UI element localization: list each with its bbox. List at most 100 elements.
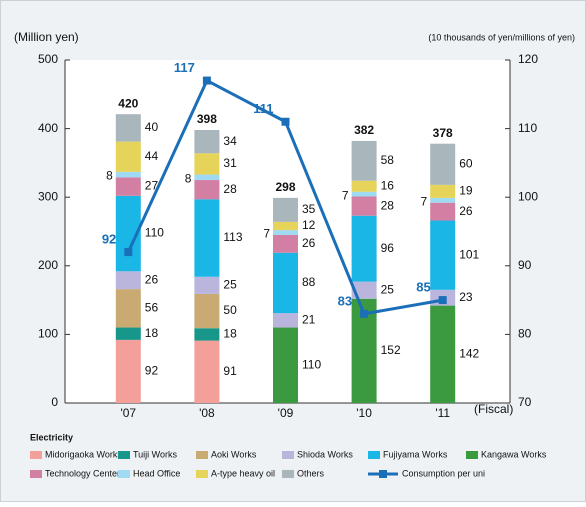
line-label: 83	[338, 293, 352, 308]
legend-swatch	[196, 451, 208, 459]
segment-label: 101	[459, 247, 479, 261]
y2-axis-label: (10 thousands of yen/millions of yen)	[428, 32, 575, 42]
legend-title: Electricity	[30, 432, 73, 442]
segment-label: 91	[223, 364, 237, 378]
line-marker	[124, 248, 133, 257]
total-label: 378	[433, 126, 453, 140]
total-label: 398	[197, 112, 217, 126]
segment-label: 142	[459, 346, 479, 360]
legend-label: Midorigaoka Works	[45, 449, 122, 459]
bar-segment	[351, 191, 377, 197]
legend-label: Technology Center	[45, 468, 120, 478]
y2-tick-label: 110	[518, 121, 537, 135]
segment-label: 113	[223, 230, 242, 244]
segment-label: 8	[106, 169, 113, 183]
y-tick-label: 100	[38, 327, 58, 341]
bar-segment	[430, 197, 456, 203]
legend-label: Shioda Works	[297, 449, 353, 459]
segment-label: 8	[185, 171, 192, 185]
legend-label: Consumption per uni	[402, 468, 485, 478]
y2-tick-label: 70	[518, 395, 532, 409]
line-label: 85	[416, 280, 430, 295]
legend-swatch	[466, 451, 478, 459]
y-tick-label: 0	[51, 395, 58, 409]
legend-label: Head Office	[133, 468, 180, 478]
segment-label: 25	[381, 282, 395, 296]
legend-label: Aoki Works	[211, 449, 257, 459]
segment-label: 26	[145, 272, 159, 286]
bar-segment	[351, 140, 377, 181]
x-axis-label: (Fiscal)	[474, 402, 513, 416]
segment-label: 26	[302, 236, 316, 250]
total-label: 382	[354, 123, 374, 137]
bar-segment	[351, 180, 377, 192]
y-tick-label: 500	[38, 52, 58, 66]
bar-segment	[194, 180, 220, 200]
legend-swatch	[118, 470, 130, 478]
bar-segment	[351, 196, 377, 216]
bar-segment	[115, 327, 141, 340]
legend-swatch	[118, 451, 130, 459]
y2-tick-label: 90	[518, 258, 532, 272]
segment-label: 96	[381, 241, 395, 255]
line-marker	[360, 309, 369, 318]
bar-segment	[430, 220, 456, 290]
bar-segment	[273, 327, 298, 403]
legend-swatch	[282, 470, 294, 478]
segment-label: 60	[459, 156, 473, 170]
y2-tick-label: 100	[518, 189, 538, 203]
line-label: 117	[174, 60, 195, 75]
segment-label: 110	[145, 226, 164, 240]
bar-segment	[194, 276, 220, 294]
segment-label: 26	[459, 204, 473, 218]
segment-label: 7	[263, 227, 270, 241]
segment-label: 50	[223, 303, 237, 317]
legend-swatch	[30, 470, 42, 478]
segment-label: 110	[302, 357, 321, 371]
segment-label: 23	[459, 290, 473, 304]
segment-label: 44	[145, 149, 159, 163]
bar-segment	[115, 289, 141, 328]
line-label: 92	[102, 232, 116, 247]
bar-segment	[430, 143, 456, 185]
y-tick-label: 200	[38, 258, 58, 272]
x-tick-label: '09	[278, 406, 294, 420]
bar-segment	[273, 221, 298, 231]
line-label: 111	[253, 101, 273, 116]
bar-segment	[273, 234, 298, 253]
segment-label: 31	[223, 156, 237, 170]
total-label: 420	[118, 96, 138, 110]
bar-segment	[194, 328, 220, 341]
x-tick-label: '07	[120, 406, 136, 420]
bar-segment	[351, 281, 377, 299]
segment-label: 21	[302, 313, 316, 327]
bar-segment	[273, 313, 298, 328]
bar-segment	[194, 340, 220, 403]
segment-label: 7	[342, 188, 349, 202]
segment-label: 28	[381, 198, 395, 212]
segment-label: 58	[381, 153, 395, 167]
segment-label: 25	[223, 278, 237, 292]
bar-segment	[430, 184, 456, 198]
bar-segment	[115, 141, 141, 172]
line-marker	[438, 296, 447, 305]
segment-label: 56	[145, 301, 159, 315]
bar-segment	[194, 174, 220, 181]
y-tick-label: 400	[38, 121, 58, 135]
segment-label: 88	[302, 275, 316, 289]
bar-segment	[194, 153, 220, 175]
bar-segment	[194, 129, 220, 154]
bar-segment	[115, 114, 141, 142]
legend-label: Fujiyama Works	[383, 449, 448, 459]
legend-marker	[379, 470, 387, 478]
y2-tick-label: 120	[518, 52, 538, 66]
segment-label: 92	[145, 364, 159, 378]
segment-label: 28	[223, 182, 237, 196]
bar-segment	[430, 202, 456, 221]
segment-label: 34	[223, 134, 237, 148]
bar-segment	[115, 271, 141, 290]
y2-tick-label: 80	[518, 327, 532, 341]
segment-label: 7	[421, 194, 428, 208]
segment-label: 18	[223, 327, 237, 341]
y-axis-label: (Million yen)	[14, 30, 79, 44]
